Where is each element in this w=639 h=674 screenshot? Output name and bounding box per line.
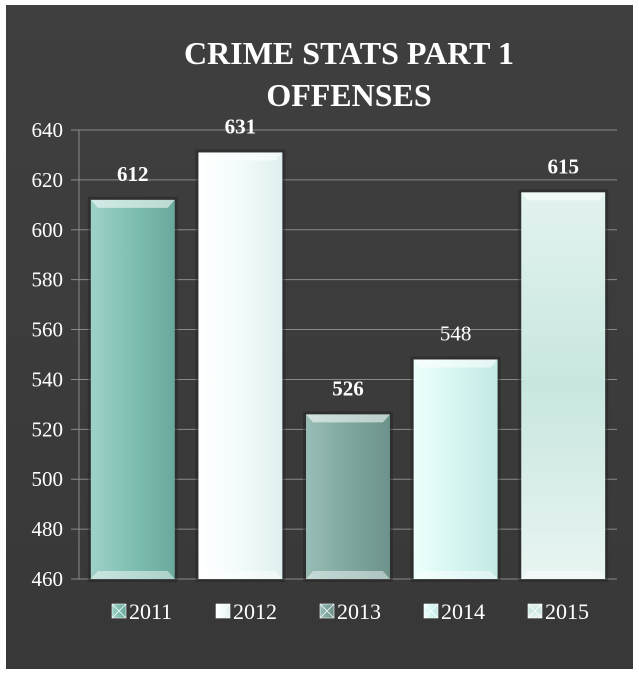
legend-swatch-bevel (111, 603, 127, 619)
bar-bevel-bottom (413, 571, 498, 579)
bar-bevel-top (306, 414, 390, 423)
legend-label: 2014 (441, 599, 485, 624)
y-tick-label: 500 (32, 467, 64, 491)
bar (87, 196, 178, 582)
bar-bevel-bottom (521, 571, 606, 579)
legend-swatch-bevel (527, 603, 543, 619)
legend: 2011 2012 2013 2014 2015 (111, 599, 589, 624)
bar-body (413, 359, 498, 579)
chart-title-line2: OFFENSES (266, 77, 431, 113)
bar (303, 411, 393, 582)
bar-body (198, 152, 283, 579)
legend-label: 2013 (337, 599, 381, 624)
y-tick-label: 460 (32, 567, 64, 591)
bar-bevel-top (413, 359, 498, 368)
bar (195, 149, 286, 582)
bar-body (521, 192, 606, 579)
data-labels: 612 631 526 548 615 (117, 114, 579, 400)
y-tick-label: 580 (32, 268, 64, 292)
legend-item: 2013 (319, 599, 381, 624)
bar-bevel-top (90, 199, 175, 208)
legend-swatch-bevel (319, 603, 335, 619)
y-tick-label: 640 (32, 118, 64, 142)
y-tick-label: 520 (32, 417, 64, 441)
y-tick-label: 480 (32, 517, 64, 541)
legend-swatch-bevel (423, 603, 439, 619)
legend-item: 2015 (527, 599, 589, 624)
legend-swatch-bevel (215, 603, 231, 619)
data-label: 612 (117, 162, 149, 186)
bar-body (90, 199, 175, 579)
bar-bevel-bottom (90, 571, 175, 579)
y-tick-label: 540 (32, 367, 64, 391)
bar (518, 189, 609, 582)
legend-label: 2011 (129, 599, 172, 624)
legend-item: 2011 (111, 599, 172, 624)
y-axis-ticks: 460 480 500 520 540 560 580 600 620 640 (32, 118, 64, 591)
y-tick-label: 600 (32, 218, 64, 242)
legend-item: 2014 (423, 599, 485, 624)
data-label: 526 (332, 376, 364, 400)
bar-body (306, 414, 390, 579)
y-tick-label: 620 (32, 168, 64, 192)
bar (410, 356, 501, 582)
legend-label: 2015 (545, 599, 589, 624)
bar-bevel-bottom (198, 571, 283, 579)
bars (87, 149, 609, 582)
bar-bevel-top (521, 192, 606, 201)
data-label: 548 (440, 321, 472, 345)
bar-bevel-bottom (306, 571, 390, 579)
chart-title-line1: CRIME STATS PART 1 (184, 35, 514, 71)
legend-item: 2012 (215, 599, 277, 624)
data-label: 631 (225, 114, 257, 138)
data-label: 615 (547, 154, 579, 178)
legend-label: 2012 (233, 599, 277, 624)
bar-bevel-top (198, 152, 283, 161)
y-tick-label: 560 (32, 318, 64, 342)
